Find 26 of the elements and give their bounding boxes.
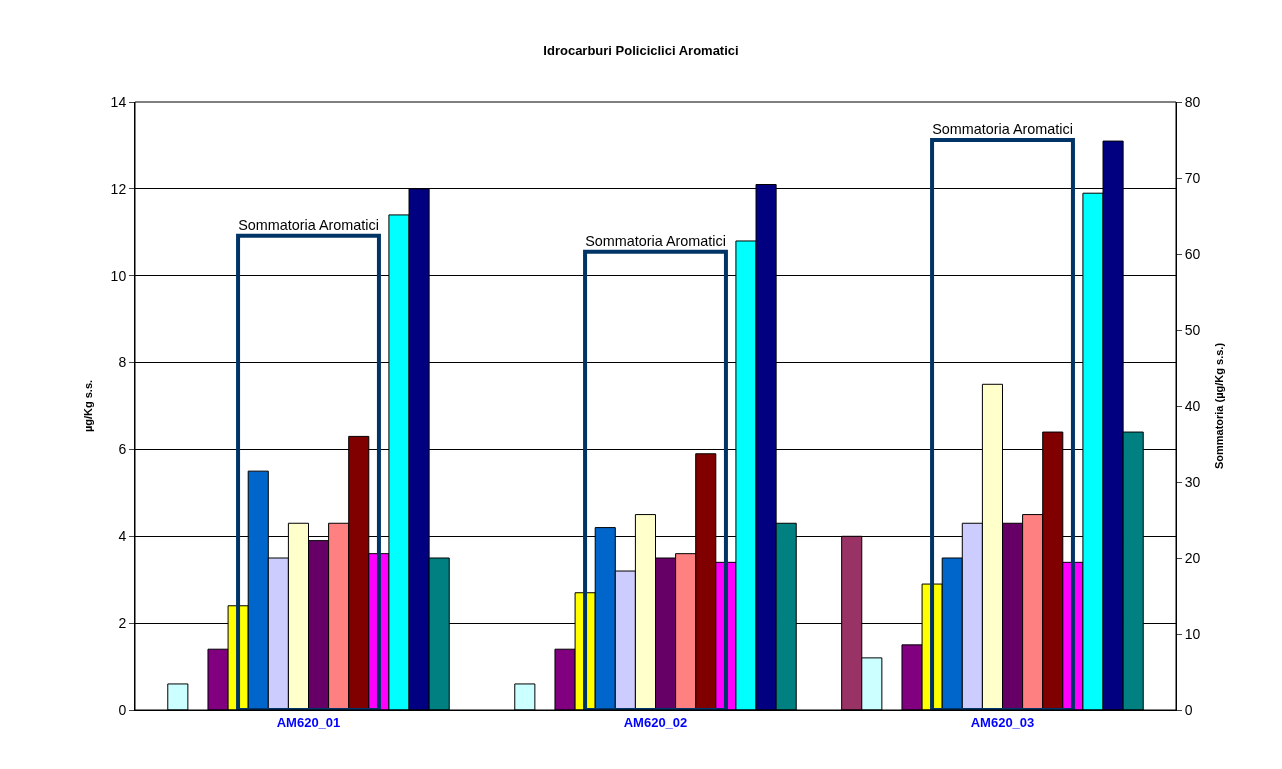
chart-title: Idrocarburi Policiclici Aromatici xyxy=(543,43,739,59)
y2-tick-label: 60 xyxy=(1184,245,1201,262)
y2-tick-label: 80 xyxy=(1184,93,1201,110)
y-tick-label: 10 xyxy=(110,267,127,284)
text: Sommatoria Aromatici xyxy=(932,121,1073,138)
y2-tick-label: 70 xyxy=(1184,169,1201,186)
x-tick-label: AM620_03 xyxy=(970,714,1035,730)
x-tick-label: AM620_01 xyxy=(276,714,341,730)
y2-tick-label: 50 xyxy=(1184,321,1201,338)
y2-tick-label: 10 xyxy=(1184,625,1201,642)
y-tick-label: 4 xyxy=(118,528,127,545)
y-tick-label: 2 xyxy=(118,615,127,632)
y2-tick-label: 30 xyxy=(1184,473,1201,490)
y-tick-label: 8 xyxy=(118,354,127,371)
series-label: Sommatoria Aromatici xyxy=(238,216,379,233)
x-tick-label: AM620_02 xyxy=(623,714,688,730)
y-tick-label: 14 xyxy=(110,93,127,110)
y-axis-title: µg/Kg s.s. xyxy=(82,379,95,433)
y2-tick-label: 40 xyxy=(1184,397,1201,414)
text: Sommatoria Aromatici xyxy=(585,232,726,249)
y-tick-label: 6 xyxy=(118,441,127,458)
y2-tick-label: 0 xyxy=(1184,701,1193,718)
y-tick-label: 12 xyxy=(110,180,127,197)
y2-axis-title: Sommatoria (µg/Kg s.s.) xyxy=(1212,342,1225,470)
y-tick-label: 0 xyxy=(118,701,127,718)
y2-tick-label: 20 xyxy=(1184,549,1201,566)
